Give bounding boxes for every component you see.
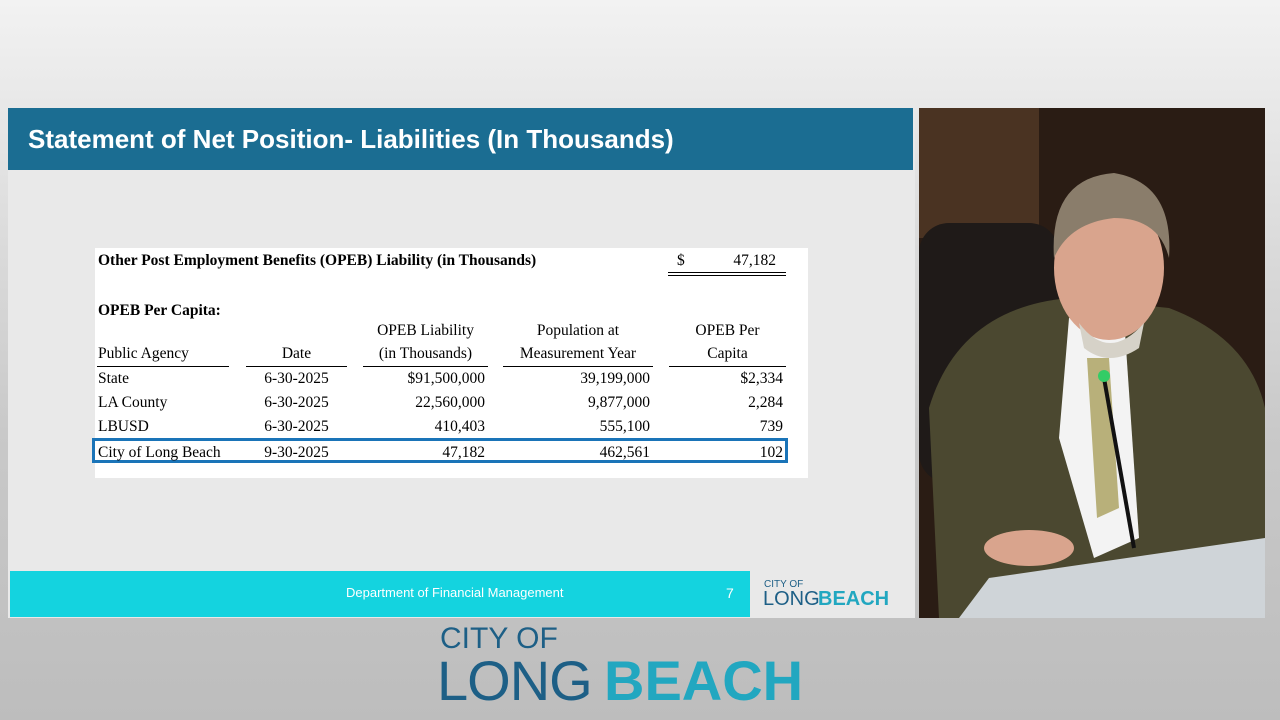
table-cell: 739 — [759, 418, 783, 435]
highlight-box — [92, 438, 788, 463]
footer-bar: Department of Financial Management 7 — [10, 571, 750, 617]
header-rule — [669, 366, 786, 367]
broadcast-logo-top: CITY OF — [440, 622, 558, 655]
slide-title: Statement of Net Position- Liabilities (… — [8, 108, 913, 170]
column-header: OPEB Liability — [377, 322, 474, 339]
table-cell: 6-30-2025 — [264, 370, 329, 387]
header-rule — [503, 366, 653, 367]
table-cell: 102 — [759, 444, 783, 461]
summary-currency: $ — [677, 252, 685, 269]
footer-logo-top: CITY OF — [764, 579, 804, 590]
double-underline — [668, 272, 786, 276]
column-header: Population at — [536, 322, 620, 339]
table-cell: 2,284 — [748, 394, 783, 411]
table-cell: State — [98, 370, 129, 387]
table-cell: 6-30-2025 — [264, 394, 329, 411]
broadcast-logo-long: LONG — [437, 649, 593, 712]
header-rule — [246, 366, 347, 367]
header-rule — [363, 366, 488, 367]
broadcast-logo-beach: BEACH — [604, 649, 804, 712]
summary-amount: 47,182 — [733, 252, 776, 269]
table-cell: 9,877,000 — [588, 394, 650, 411]
column-header: Measurement Year — [519, 345, 637, 362]
table-cell: $2,334 — [740, 370, 783, 387]
table-cell: 6-30-2025 — [264, 418, 329, 435]
column-header: OPEB Per — [695, 322, 760, 339]
column-header: Date — [281, 345, 312, 362]
table-cell: 555,100 — [599, 418, 650, 435]
table-cell: 410,403 — [434, 418, 485, 435]
footer-logo-long: LONG — [763, 588, 820, 610]
opeb-table: Other Post Employment Benefits (OPEB) Li… — [92, 248, 808, 478]
column-header: Public Agency — [98, 345, 189, 362]
table-cell: 9-30-2025 — [264, 444, 329, 461]
section-label: OPEB Per Capita: — [98, 302, 221, 319]
table-cell: 39,199,000 — [580, 370, 650, 387]
column-header: (in Thousands) — [378, 345, 473, 362]
footer-department: Department of Financial Management — [346, 585, 564, 600]
column-header: Capita — [707, 345, 748, 362]
slide: Statement of Net Position- Liabilities (… — [8, 108, 915, 618]
table-cell: 462,561 — [599, 444, 650, 461]
table-cell: City of Long Beach — [98, 444, 221, 461]
footer-logo-beach: BEACH — [818, 588, 890, 610]
summary-label: Other Post Employment Benefits (OPEB) Li… — [98, 252, 537, 269]
table-cell: LBUSD — [98, 418, 149, 435]
table-cell: 47,182 — [442, 444, 485, 461]
table-cell: LA County — [98, 394, 168, 411]
table-cell: $91,500,000 — [407, 370, 486, 387]
camera-feed — [919, 108, 1265, 618]
header-rule — [97, 366, 229, 367]
table-cell: 22,560,000 — [415, 394, 485, 411]
footer-page: 7 — [726, 585, 734, 601]
